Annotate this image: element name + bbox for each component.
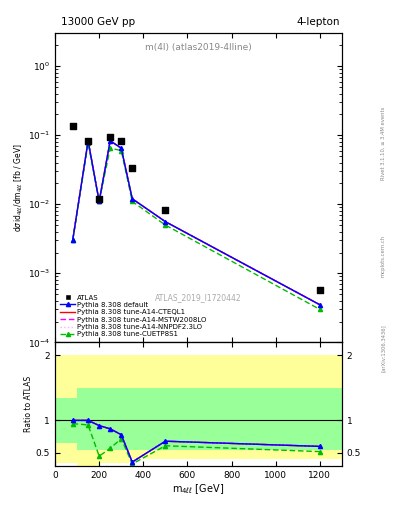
Point: [85, 137, 91, 145]
Point: [317, 286, 323, 294]
Text: ATLAS_2019_I1720442: ATLAS_2019_I1720442: [155, 293, 242, 302]
Text: m(4l) (atlas2019-4lline): m(4l) (atlas2019-4lline): [145, 42, 252, 52]
Legend: ATLAS, Pythia 8.308 default, Pythia 8.308 tune-A14-CTEQL1, Pythia 8.308 tune-A14: ATLAS, Pythia 8.308 default, Pythia 8.30…: [59, 293, 208, 339]
Point: [70, 122, 76, 131]
Y-axis label: Ratio to ATLAS: Ratio to ATLAS: [24, 376, 33, 432]
Point: [162, 206, 169, 215]
Text: mcplots.cern.ch: mcplots.cern.ch: [381, 235, 386, 277]
X-axis label: m$_{4\ell\ell}$ [GeV]: m$_{4\ell\ell}$ [GeV]: [173, 482, 224, 496]
Text: [arXiv:1306.3436]: [arXiv:1306.3436]: [381, 324, 386, 372]
Point: [96, 195, 102, 203]
Y-axis label: d$\sigma^{}$id$_{4\ell\ell}$/dm$_{4\ell\ell}$ [fb / GeV]: d$\sigma^{}$id$_{4\ell\ell}$/dm$_{4\ell\…: [13, 143, 25, 232]
Point: [118, 137, 124, 145]
Text: Rivet 3.1.10, ≥ 3.4M events: Rivet 3.1.10, ≥ 3.4M events: [381, 106, 386, 180]
Point: [129, 164, 136, 173]
Text: 13000 GeV pp: 13000 GeV pp: [61, 16, 135, 27]
Text: 4-lepton: 4-lepton: [296, 16, 340, 27]
Point: [107, 133, 113, 141]
